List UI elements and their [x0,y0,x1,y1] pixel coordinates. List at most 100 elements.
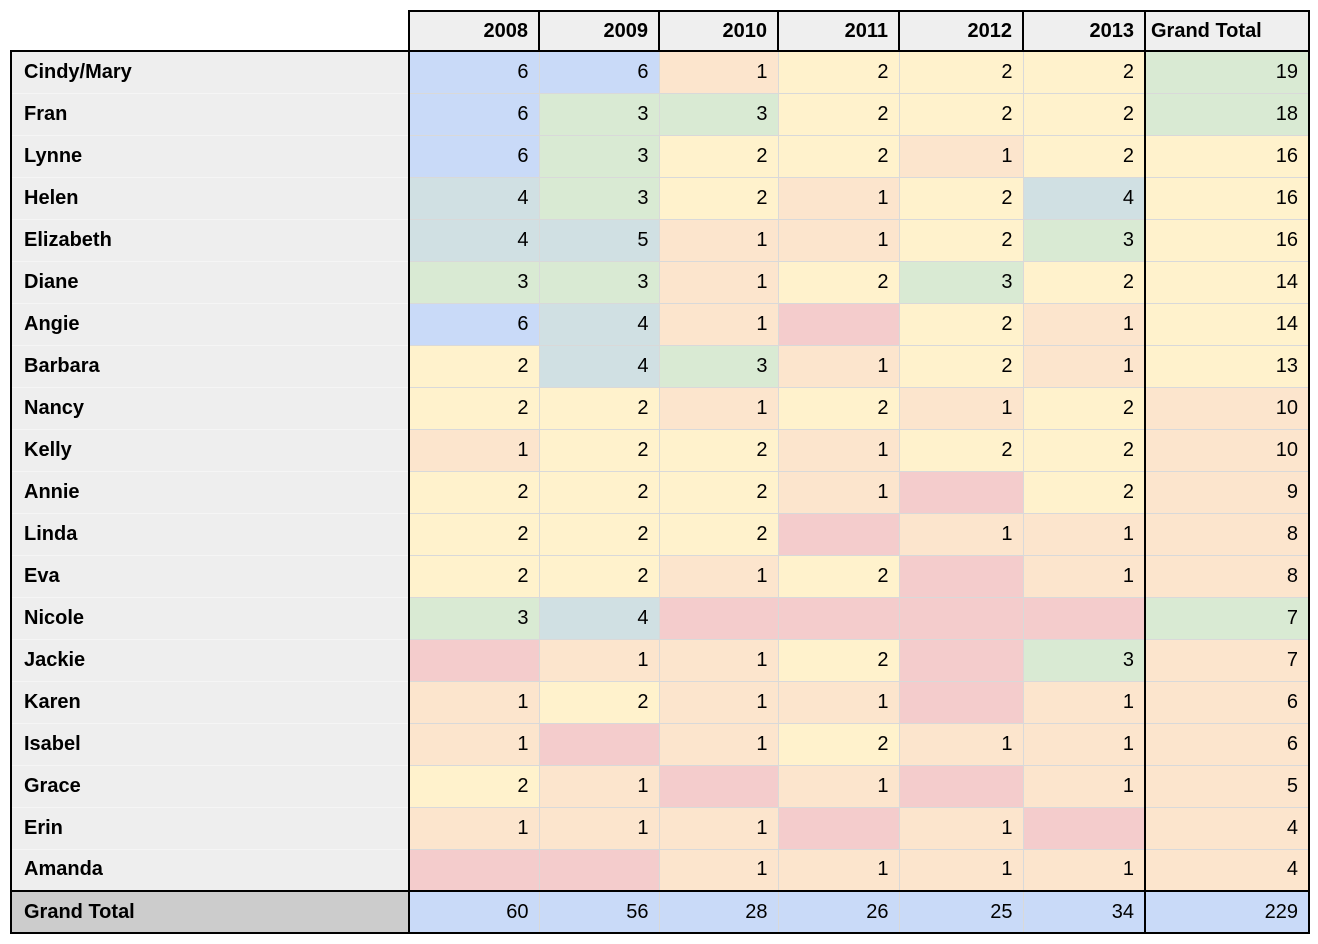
value-cell[interactable]: 1 [777,428,900,472]
value-cell[interactable]: 1 [1022,512,1146,556]
row-total-cell[interactable]: 18 [1144,92,1310,136]
value-cell[interactable]: 1 [1022,302,1146,346]
row-total-cell[interactable]: 9 [1144,470,1310,514]
row-header-cell[interactable]: Helen [10,176,410,220]
value-cell[interactable]: 3 [538,260,660,304]
value-cell[interactable]: 2 [408,554,540,598]
grand-total-column-header[interactable]: Grand Total [1144,10,1310,52]
row-total-cell[interactable]: 7 [1144,638,1310,682]
value-cell[interactable]: 1 [777,680,900,724]
value-cell[interactable]: 2 [777,386,900,430]
year-column-header[interactable]: 2012 [898,10,1024,52]
value-cell[interactable]: 2 [777,260,900,304]
value-cell[interactable] [1022,596,1146,640]
value-cell[interactable]: 1 [408,428,540,472]
value-cell[interactable]: 2 [538,512,660,556]
value-cell[interactable]: 2 [898,218,1024,262]
value-cell[interactable]: 2 [777,92,900,136]
value-cell[interactable]: 3 [408,260,540,304]
value-cell[interactable]: 1 [898,722,1024,766]
value-cell[interactable]: 1 [777,764,900,808]
value-cell[interactable]: 1 [658,302,779,346]
row-total-cell[interactable]: 4 [1144,848,1310,892]
value-cell[interactable] [898,470,1024,514]
row-total-cell[interactable]: 6 [1144,680,1310,724]
year-column-header[interactable]: 2010 [658,10,779,52]
value-cell[interactable]: 4 [538,596,660,640]
row-total-cell[interactable]: 16 [1144,176,1310,220]
value-cell[interactable]: 3 [538,176,660,220]
value-cell[interactable] [898,554,1024,598]
row-header-cell[interactable]: Diane [10,260,410,304]
value-cell[interactable] [777,596,900,640]
row-header-cell[interactable]: Cindy/Mary [10,50,410,94]
value-cell[interactable]: 2 [1022,470,1146,514]
value-cell[interactable]: 4 [538,344,660,388]
row-total-cell[interactable]: 7 [1144,596,1310,640]
value-cell[interactable]: 1 [658,638,779,682]
year-column-header[interactable]: 2011 [777,10,900,52]
value-cell[interactable] [538,722,660,766]
value-cell[interactable] [777,302,900,346]
value-cell[interactable]: 6 [408,50,540,94]
value-cell[interactable]: 2 [538,680,660,724]
value-cell[interactable]: 4 [1022,176,1146,220]
value-cell[interactable]: 1 [658,806,779,850]
value-cell[interactable]: 3 [898,260,1024,304]
grand-total-overall-cell[interactable]: 229 [1144,890,1310,934]
value-cell[interactable]: 1 [1022,344,1146,388]
value-cell[interactable]: 3 [538,134,660,178]
row-total-cell[interactable]: 19 [1144,50,1310,94]
value-cell[interactable]: 1 [658,722,779,766]
year-column-header[interactable]: 2013 [1022,10,1146,52]
value-cell[interactable] [777,512,900,556]
value-cell[interactable]: 1 [408,680,540,724]
row-header-cell[interactable]: Fran [10,92,410,136]
value-cell[interactable] [898,680,1024,724]
value-cell[interactable]: 1 [658,218,779,262]
value-cell[interactable] [538,848,660,892]
value-cell[interactable]: 2 [538,554,660,598]
value-cell[interactable]: 1 [777,218,900,262]
row-header-cell[interactable]: Lynne [10,134,410,178]
value-cell[interactable]: 6 [538,50,660,94]
grand-total-value-cell[interactable]: 34 [1022,890,1146,934]
value-cell[interactable]: 2 [777,134,900,178]
row-header-cell[interactable]: Angie [10,302,410,346]
value-cell[interactable] [658,764,779,808]
value-cell[interactable]: 1 [538,764,660,808]
value-cell[interactable] [898,596,1024,640]
value-cell[interactable]: 1 [538,806,660,850]
value-cell[interactable]: 2 [408,386,540,430]
row-header-cell[interactable]: Elizabeth [10,218,410,262]
row-total-cell[interactable]: 5 [1144,764,1310,808]
value-cell[interactable]: 3 [658,344,779,388]
year-column-header[interactable]: 2008 [408,10,540,52]
value-cell[interactable]: 3 [658,92,779,136]
value-cell[interactable]: 2 [408,764,540,808]
row-total-cell[interactable]: 16 [1144,218,1310,262]
row-header-cell[interactable]: Annie [10,470,410,514]
value-cell[interactable]: 2 [658,512,779,556]
value-cell[interactable]: 2 [538,428,660,472]
row-header-cell[interactable]: Isabel [10,722,410,766]
value-cell[interactable]: 1 [658,386,779,430]
value-cell[interactable]: 2 [777,50,900,94]
value-cell[interactable]: 2 [658,176,779,220]
value-cell[interactable]: 2 [898,176,1024,220]
value-cell[interactable]: 2 [538,386,660,430]
value-cell[interactable] [1022,806,1146,850]
row-total-cell[interactable]: 8 [1144,512,1310,556]
value-cell[interactable]: 2 [1022,92,1146,136]
value-cell[interactable]: 6 [408,92,540,136]
row-header-cell[interactable]: Barbara [10,344,410,388]
value-cell[interactable]: 2 [538,470,660,514]
row-header-cell[interactable]: Erin [10,806,410,850]
value-cell[interactable]: 1 [898,512,1024,556]
value-cell[interactable]: 1 [538,638,660,682]
value-cell[interactable]: 1 [1022,764,1146,808]
grand-total-value-cell[interactable]: 28 [658,890,779,934]
value-cell[interactable]: 1 [898,386,1024,430]
row-header-cell[interactable]: Jackie [10,638,410,682]
grand-total-label[interactable]: Grand Total [10,890,410,934]
